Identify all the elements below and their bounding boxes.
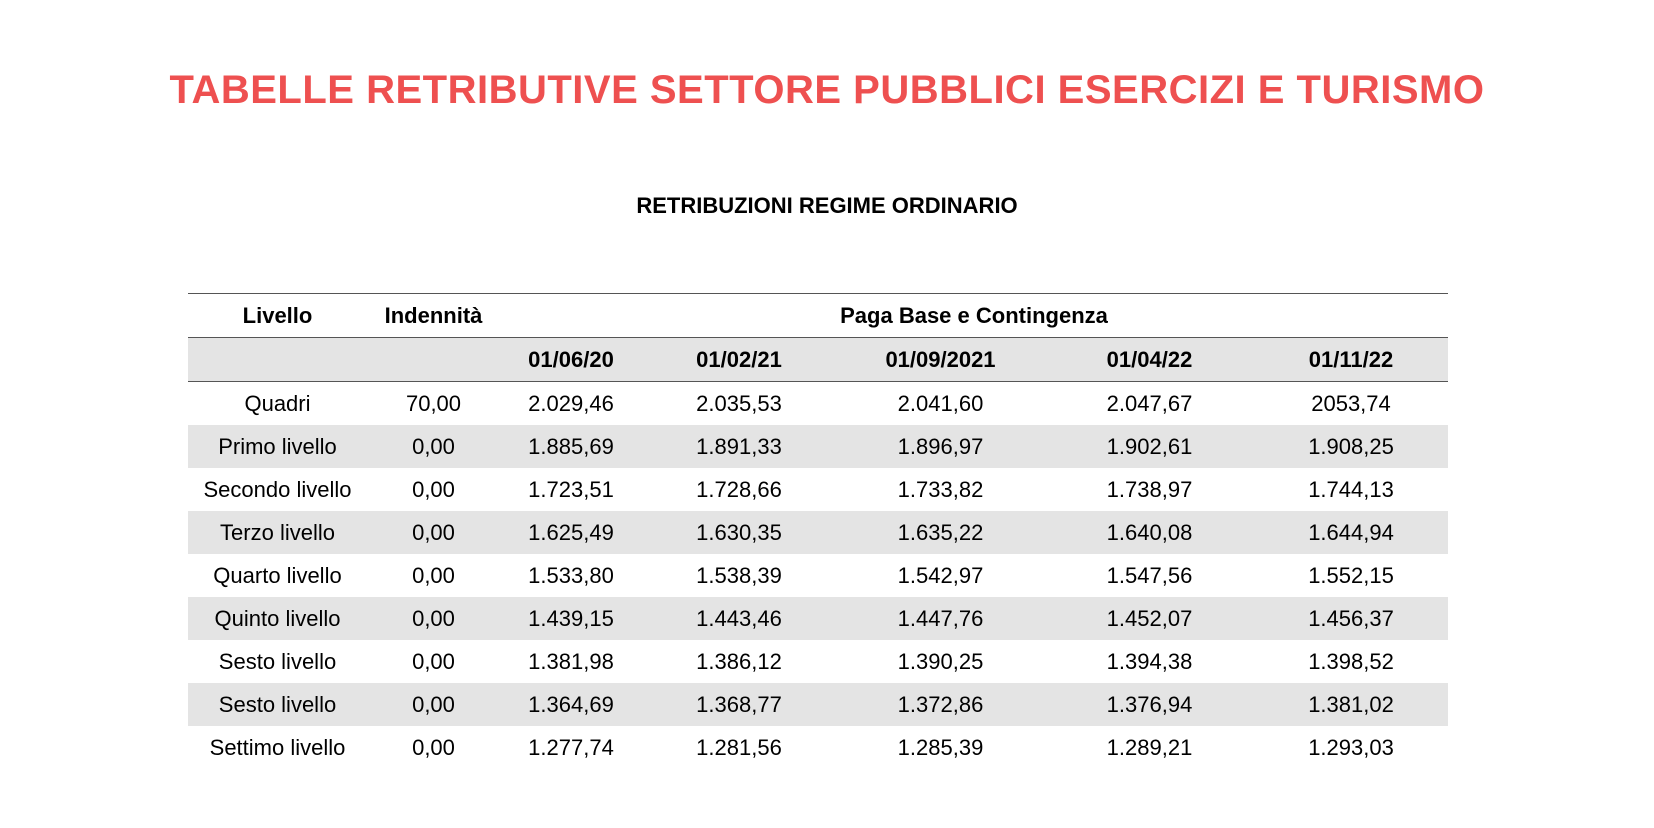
cell-paga-base: 1.381,98	[528, 648, 614, 674]
cell-paga-base: 1.547,56	[1106, 562, 1193, 588]
cell-paga-base: 1.376,94	[1045, 683, 1254, 726]
cell-paga-base: 1.285,39	[897, 734, 984, 760]
cell-paga-base: 1.533,80	[528, 562, 614, 588]
cell-paga-base: 1.738,97	[1106, 476, 1193, 502]
cell-paga-base: 1.277,74	[528, 734, 614, 760]
cell-paga-base: 1.447,76	[836, 597, 1045, 640]
cell-paga-base: 2.029,46	[528, 390, 614, 416]
cell-livello: Primo livello	[188, 425, 367, 468]
cell-paga-base: 1.542,97	[897, 562, 984, 588]
cell-paga-base: 1.456,37	[1254, 597, 1449, 640]
cell-livello: Secondo livello	[203, 476, 352, 502]
header-row-dates: 01/06/20 01/02/21 01/09/2021 01/04/22 01…	[188, 337, 1449, 382]
cell-paga-base: 1.891,33	[642, 425, 836, 468]
cell-indennita: 0,00	[412, 648, 455, 674]
cell-paga-base: 1.394,38	[1106, 648, 1193, 674]
table-row: Sesto livello 0,00 1.381,98 1.386,12 1.390,2…	[188, 640, 1448, 683]
cell-paga-base: 1.625,49	[500, 511, 642, 554]
header-date: 01/11/22	[1254, 337, 1449, 382]
header-date: 01/09/2021	[836, 337, 1045, 382]
table-row: Settimo livello 0,00 1.277,74 1.281,56 1.285…	[188, 726, 1448, 769]
header-date: 01/04/22	[1045, 337, 1254, 382]
cell-paga-base: 1.733,82	[897, 476, 984, 502]
cell-indennita: 0,00	[412, 562, 455, 588]
header-indennita: Indennità	[367, 293, 500, 338]
table-row: Terzo livello 0,00 1.625,49 1.630,35 1.635,2…	[188, 511, 1449, 554]
cell-paga-base: 1.640,08	[1045, 511, 1254, 554]
cell-paga-base: 2053,74	[1311, 390, 1391, 416]
cell-livello: Quinto livello	[188, 597, 367, 640]
table-row: Sesto livello 0,00 1.364,69 1.368,77 1.372,8…	[188, 683, 1449, 726]
cell-paga-base: 1.896,97	[836, 425, 1045, 468]
cell-paga-base: 1.390,25	[897, 648, 984, 674]
header-row-primary: Livello Indennità Paga Base e Contingenz…	[188, 293, 1449, 338]
cell-paga-base: 1.398,52	[1308, 648, 1394, 674]
cell-livello: Quarto livello	[213, 562, 342, 588]
cell-indennita: 0,00	[367, 683, 500, 726]
cell-paga-base: 2.047,67	[1106, 390, 1193, 416]
cell-paga-base: 1.538,39	[696, 562, 782, 588]
cell-paga-base: 1.630,35	[642, 511, 836, 554]
cell-paga-base: 1.635,22	[836, 511, 1045, 554]
cell-paga-base: 1.386,12	[696, 648, 782, 674]
cell-paga-base: 1.289,21	[1106, 734, 1193, 760]
table-row: Quarto livello 0,00 1.533,80 1.538,39 1.542,…	[188, 554, 1448, 597]
table-row: Primo livello 0,00 1.885,69 1.891,33 1.896,9…	[188, 425, 1449, 468]
cell-livello: Sesto livello	[218, 648, 337, 674]
cell-indennita: 0,00	[367, 597, 500, 640]
cell-livello: Terzo livello	[188, 511, 367, 554]
cell-paga-base: 2.041,60	[897, 390, 984, 416]
cell-indennita: 70,00	[405, 390, 462, 416]
cell-paga-base: 1.368,77	[642, 683, 836, 726]
table-row: Secondo livello 0,00 1.723,51 1.728,66 1.733…	[188, 468, 1448, 511]
header-date: 01/06/20	[500, 337, 642, 382]
cell-paga-base: 1.372,86	[836, 683, 1045, 726]
cell-paga-base: 1.908,25	[1254, 425, 1449, 468]
header-livello: Livello	[188, 293, 367, 338]
cell-paga-base: 1.644,94	[1254, 511, 1449, 554]
table-row: Quinto livello 0,00 1.439,15 1.443,46 1.447,…	[188, 597, 1449, 640]
cell-paga-base: 1.364,69	[500, 683, 642, 726]
header-empty-cell	[188, 337, 367, 382]
header-date: 01/02/21	[642, 337, 836, 382]
cell-indennita: 0,00	[412, 476, 455, 502]
cell-indennita: 0,00	[367, 511, 500, 554]
cell-paga-base: 1.723,51	[528, 476, 614, 502]
table-subtitle: RETRIBUZIONI REGIME ORDINARIO	[636, 193, 1018, 218]
salary-table: Livello Indennità Paga Base e Contingenz…	[188, 293, 1449, 770]
page-title: TABELLE RETRIBUTIVE SETTORE PUBBLICI ESE…	[169, 68, 1485, 112]
header-empty-cell	[367, 337, 500, 382]
cell-paga-base: 1.443,46	[642, 597, 836, 640]
table-row: Quadri 70,00 2.029,46 2.035,53 2.041,60 2.047…	[188, 382, 1448, 426]
cell-paga-base: 1.728,66	[696, 476, 782, 502]
cell-indennita: 0,00	[412, 734, 455, 760]
cell-livello: Settimo livello	[209, 734, 346, 760]
cell-paga-base: 1.381,02	[1254, 683, 1449, 726]
cell-paga-base: 1.885,69	[500, 425, 642, 468]
cell-livello: Quadri	[244, 390, 311, 416]
cell-paga-base: 1.552,15	[1308, 562, 1394, 588]
cell-paga-base: 1.281,56	[696, 734, 782, 760]
table-body: Quadri 70,00 2.029,46 2.035,53 2.041,60 2.047…	[188, 382, 1449, 770]
table-header: Livello Indennità Paga Base e Contingenz…	[188, 293, 1449, 382]
cell-paga-base: 1.744,13	[1308, 476, 1394, 502]
cell-indennita: 0,00	[367, 425, 500, 468]
cell-paga-base: 1.293,03	[1308, 734, 1394, 760]
cell-paga-base: 2.035,53	[696, 390, 782, 416]
header-paga-base-group: Paga Base e Contingenza	[500, 293, 1449, 338]
cell-livello: Sesto livello	[188, 683, 367, 726]
cell-paga-base: 1.902,61	[1045, 425, 1254, 468]
cell-paga-base: 1.439,15	[500, 597, 642, 640]
cell-paga-base: 1.452,07	[1045, 597, 1254, 640]
